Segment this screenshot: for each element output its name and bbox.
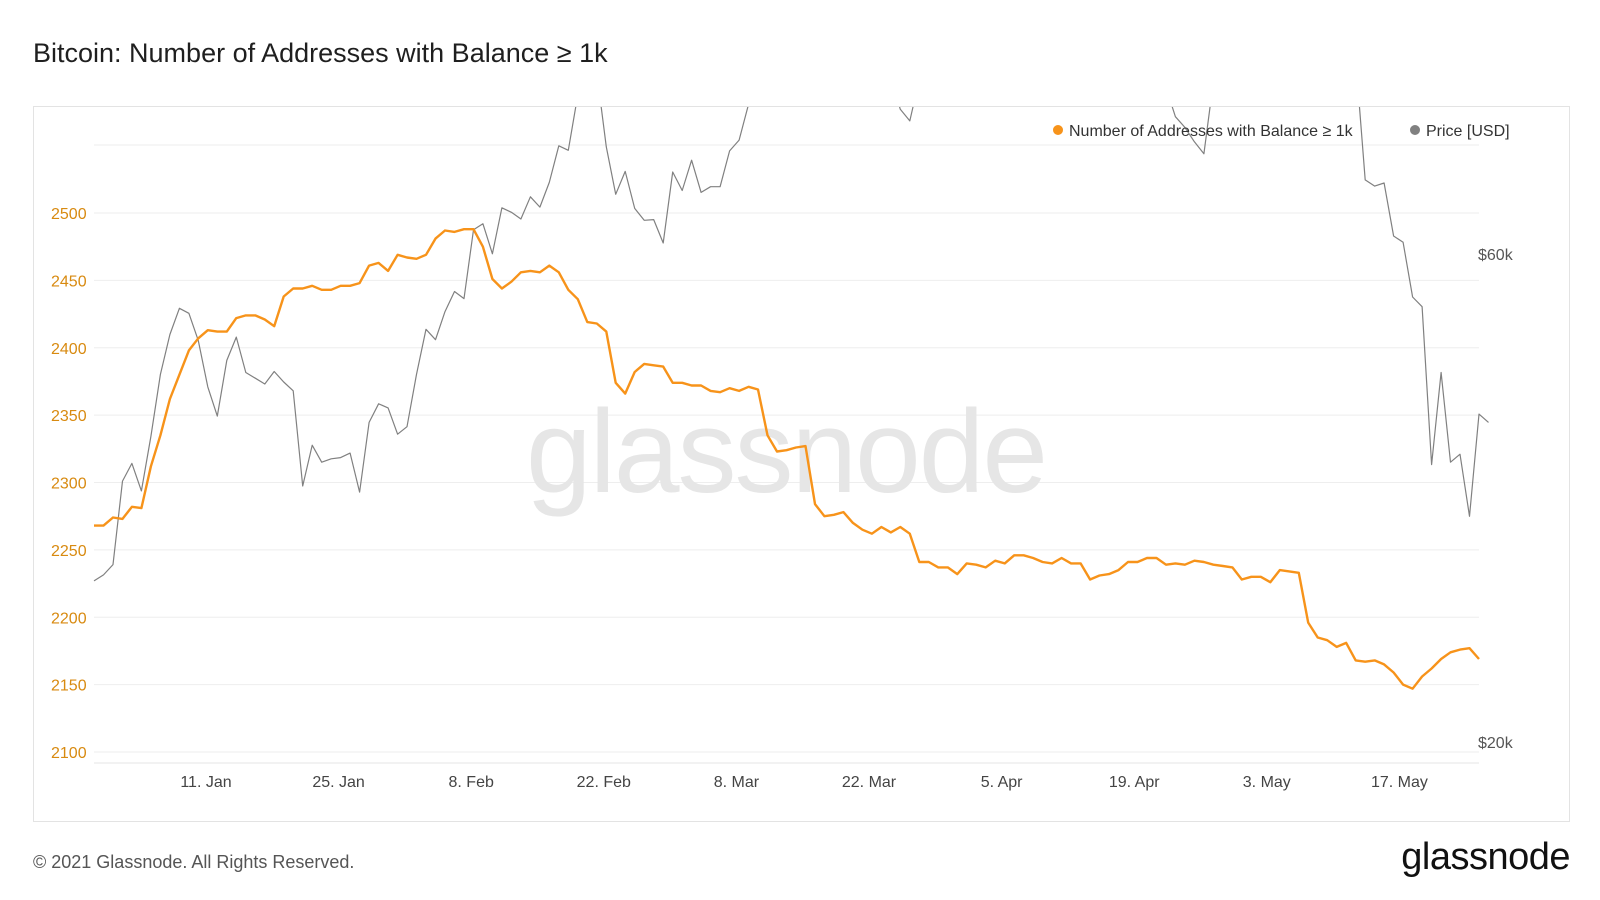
legend-label-price: Price [USD] xyxy=(1426,123,1510,140)
x-tick-label: 8. Mar xyxy=(714,774,760,791)
x-tick-label: 25. Jan xyxy=(312,774,364,791)
line-chart: 2100 2150 2200 2250 2300 2350 2400 2450 2500 $20k… xyxy=(51,107,1514,791)
x-tick-label: 22. Mar xyxy=(842,774,897,791)
x-tick-label: 19. Apr xyxy=(1109,774,1160,791)
watermark: glassnode xyxy=(526,386,1046,518)
y-left-tick-label: 2500 xyxy=(51,206,87,223)
x-tick-label: 22. Feb xyxy=(577,774,631,791)
y-right-tick-label: $20k xyxy=(1478,735,1514,752)
y-left-tick-label: 2400 xyxy=(51,341,87,358)
y-left-tick-label: 2450 xyxy=(51,273,87,290)
x-tick-label: 5. Apr xyxy=(981,774,1023,791)
legend-label-addresses: Number of Addresses with Balance ≥ 1k xyxy=(1069,123,1354,140)
x-tick-label: 3. May xyxy=(1243,774,1291,791)
chart-panel: 2100 2150 2200 2250 2300 2350 2400 2450 2500 $20k… xyxy=(33,106,1570,822)
legend-marker-price xyxy=(1410,125,1420,135)
x-tick-label: 11. Jan xyxy=(180,774,231,791)
y-left-tick-label: 2300 xyxy=(51,476,87,493)
y-left-tick-label: 2200 xyxy=(51,610,87,627)
series-line-addresses xyxy=(94,227,1480,690)
glassnode-logo[interactable]: glassnode xyxy=(1401,836,1570,878)
y-left-tick-label: 2150 xyxy=(51,678,87,695)
x-tick-label: 8. Feb xyxy=(449,774,494,791)
y-left-tick-label: 2250 xyxy=(51,543,87,560)
series-line-price xyxy=(93,107,1489,582)
y-left-tick-label: 2100 xyxy=(51,745,87,762)
y-left-tick-label: 2350 xyxy=(51,408,87,425)
x-tick-label: 17. May xyxy=(1371,774,1428,791)
copyright-footer: © 2021 Glassnode. All Rights Reserved. xyxy=(33,852,355,872)
page-title: Bitcoin: Number of Addresses with Balanc… xyxy=(33,38,608,68)
y-right-tick-label: $60k xyxy=(1478,247,1514,264)
legend-marker-addresses xyxy=(1053,125,1063,135)
